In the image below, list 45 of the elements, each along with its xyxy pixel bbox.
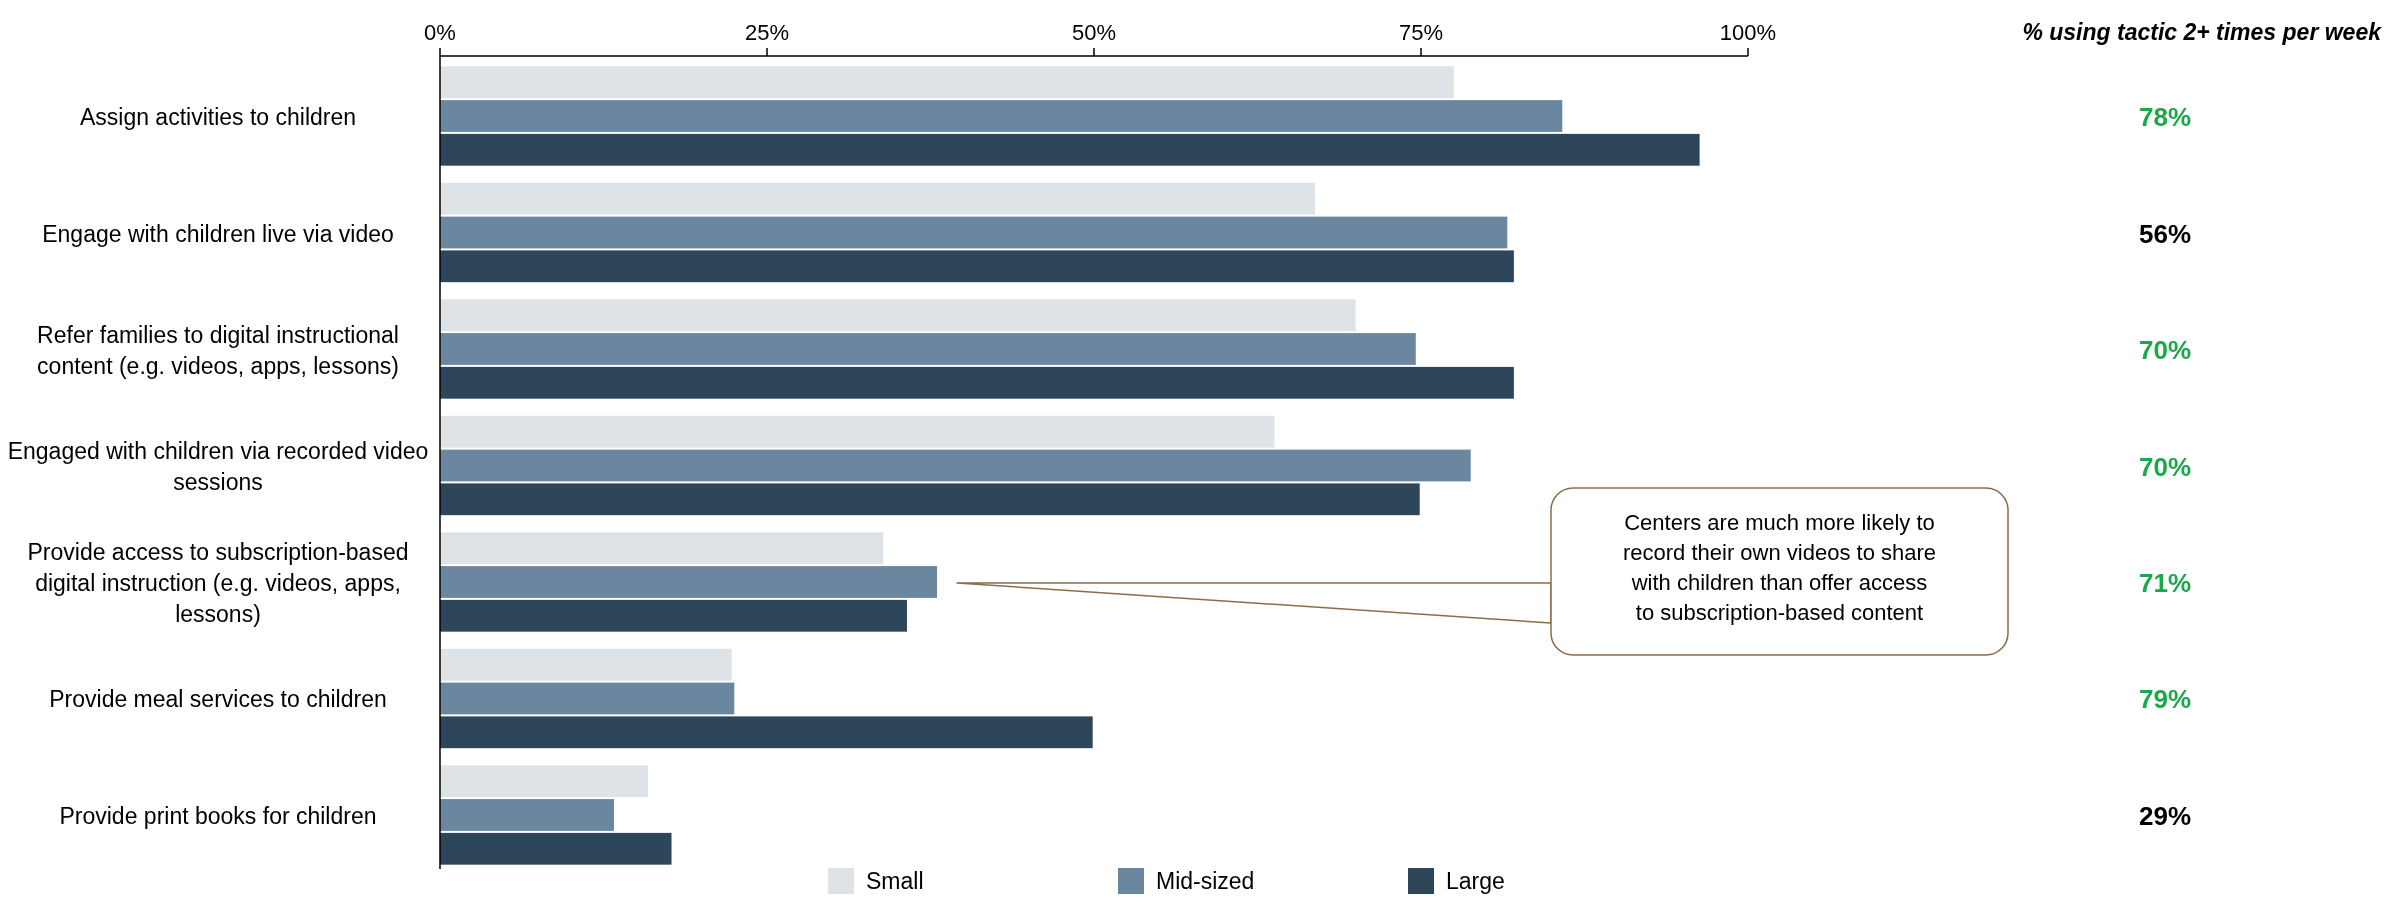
legend-label: Small xyxy=(866,868,924,894)
bar xyxy=(440,566,938,598)
bar xyxy=(440,449,1471,482)
bar xyxy=(440,100,1563,132)
text: % using tactic 2+ times per week xyxy=(2022,19,2383,45)
y-tick-label: Engage with children live via video xyxy=(42,220,394,247)
bar xyxy=(440,299,1356,332)
bar xyxy=(440,765,648,798)
bar xyxy=(440,250,1514,283)
x-tick-label: 100% xyxy=(1719,20,1777,45)
text: 70% xyxy=(2138,451,2192,482)
y-tick-label: Assign activities to children xyxy=(79,104,357,131)
text: 56% xyxy=(2138,218,2192,249)
bar xyxy=(440,599,907,632)
bar xyxy=(440,832,672,865)
bar xyxy=(440,333,1416,365)
y-tick-label: Provide meal services to children xyxy=(49,686,387,713)
annotation: Centers are much more likely to record their own videos to share with children than offer access to subscription-based content xyxy=(1622,510,1937,625)
legend-label: Large xyxy=(1446,868,1505,894)
text: 78% xyxy=(2138,102,2192,133)
bar xyxy=(440,216,1508,249)
y-tick-label: Refer families to digital instructional content (e.g. videos, apps, lessons) xyxy=(37,321,399,379)
text: 29% xyxy=(2138,800,2192,831)
bar xyxy=(440,716,1093,749)
text: 70% xyxy=(2138,335,2192,365)
bar xyxy=(440,799,614,831)
y-tick-label: Engaged with children via recorded video sessions xyxy=(7,438,429,495)
bar xyxy=(440,182,1316,215)
bar xyxy=(440,366,1514,399)
bar xyxy=(440,532,884,565)
bar xyxy=(440,483,1420,516)
bar xyxy=(440,133,1700,166)
y-tick-label: Provide print books for children xyxy=(59,802,377,829)
bar xyxy=(440,648,732,681)
legend-label: Mid-sized xyxy=(1156,868,1255,894)
x-tick-label: 25% xyxy=(744,20,790,45)
bar xyxy=(440,415,1275,448)
x-tick-label: 0% xyxy=(424,20,456,45)
y-tick-label: Provide access to subscription-based digital instruction (e.g. videos, apps, lessons) xyxy=(27,539,409,627)
bar xyxy=(440,66,1454,99)
x-tick-label: 75% xyxy=(1398,20,1444,45)
text: 79% xyxy=(2138,684,2192,715)
text: 71% xyxy=(2138,568,2192,598)
bar xyxy=(440,682,735,715)
x-tick-label: 50% xyxy=(1071,20,1117,45)
